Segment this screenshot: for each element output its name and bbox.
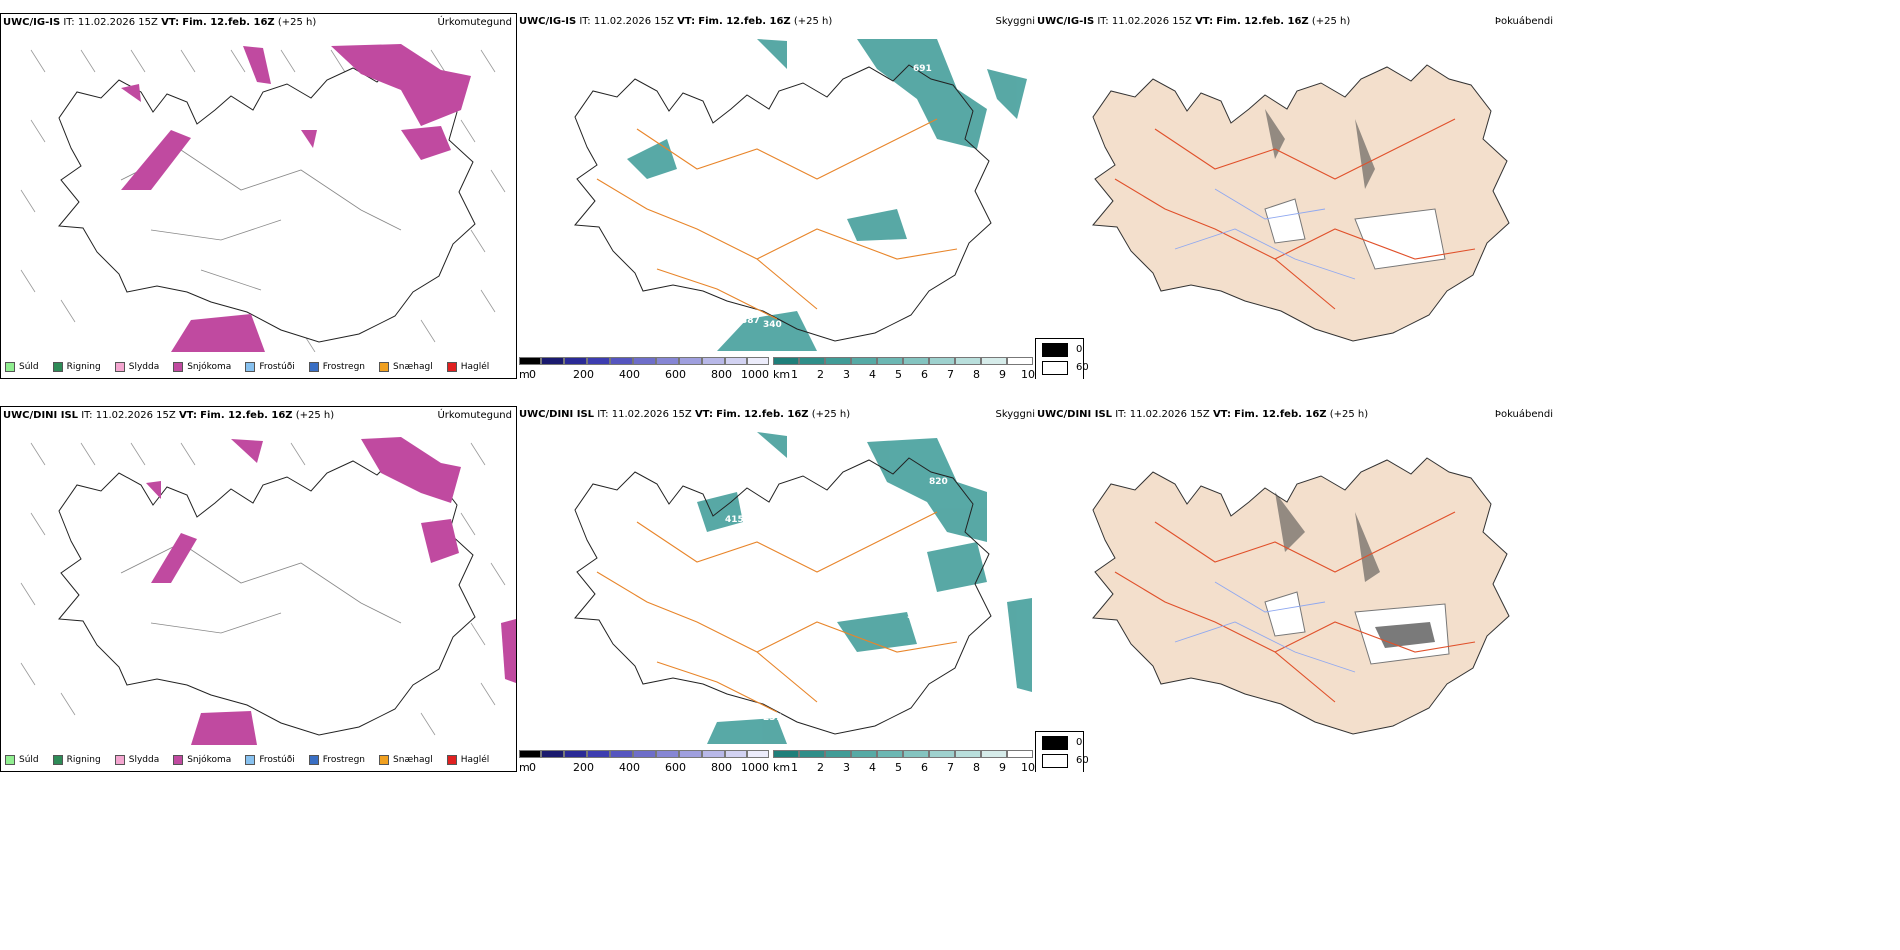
peak-label: 535	[907, 611, 926, 621]
panel-title: Skyggni	[995, 409, 1035, 420]
fog-map	[1092, 64, 1510, 342]
peak-label: 415	[725, 515, 744, 525]
legend-item: Snæhagl	[379, 755, 433, 765]
precip-map	[20, 437, 516, 745]
panel-header: UWC/IG-IS IT: 11.02.2026 15Z VT: Fim. 12…	[1037, 16, 1351, 27]
precip-legend: Súld Rigning Slydda Snjókoma Frostúði Fr…	[5, 362, 489, 372]
legend-item: Haglél	[446, 755, 489, 765]
visibility-map: 387 340 691 332 421	[574, 39, 1027, 351]
legend-item: Frostúði	[245, 755, 295, 765]
fog-map	[1092, 457, 1510, 735]
legend-item: Súld	[5, 362, 39, 372]
legend-item: Snjókoma	[173, 362, 231, 372]
panel-title: Úrkomutegund	[437, 410, 512, 421]
legend-item: Frostregn	[308, 755, 365, 765]
visibility-map: 711 237 820 415 637 535	[574, 432, 1032, 744]
height-colorbar: m 0 200 400 600 800 1000	[519, 750, 769, 772]
legend-item: Snjókoma	[173, 755, 231, 765]
fog-legend: 0 60	[1035, 338, 1089, 379]
panel-header: UWC/DINI ISL IT: 11.02.2026 15Z VT: Fim.…	[519, 409, 851, 420]
legend-item: Rigning	[52, 755, 101, 765]
legend-item: Frostúði	[245, 362, 295, 372]
legend-item: Haglél	[446, 362, 489, 372]
peak-label: 340	[763, 320, 782, 330]
legend-item: Rigning	[52, 362, 101, 372]
precip-map	[20, 44, 506, 352]
legend-item: Slydda	[114, 755, 159, 765]
peak-label: 691	[913, 64, 932, 74]
precip-type-panel-row2: UWC/DINI ISL IT: 11.02.2026 15Z VT: Fim.…	[0, 406, 517, 772]
peak-label: 237	[763, 713, 782, 723]
peak-label: 421	[909, 212, 928, 222]
visibility-panel-row1: UWC/IG-IS IT: 11.02.2026 15Z VT: Fim. 12…	[517, 13, 1035, 379]
visibility-colorbar: km 1 2 3 4 5 6 7 8 9 10	[773, 357, 1035, 379]
panel-header: UWC/IG-IS IT: 11.02.2026 15Z VT: Fim. 12…	[3, 17, 317, 28]
panel-title: Úrkomutegund	[437, 17, 512, 28]
legend-item: Slydda	[114, 362, 159, 372]
peak-label: 637	[779, 591, 798, 601]
panel-header: UWC/DINI ISL IT: 11.02.2026 15Z VT: Fim.…	[1037, 409, 1369, 420]
panel-header: UWC/IG-IS IT: 11.02.2026 15Z VT: Fim. 12…	[519, 16, 833, 27]
peak-label: 711	[741, 711, 760, 721]
panel-title: Skyggni	[995, 16, 1035, 27]
fog-legend: 0 60	[1035, 731, 1089, 772]
panel-header: UWC/DINI ISL IT: 11.02.2026 15Z VT: Fim.…	[3, 410, 335, 421]
peak-label: 820	[929, 477, 948, 487]
peak-label: 332	[889, 108, 908, 118]
peak-label: 387	[741, 316, 760, 326]
height-colorbar: m 0 200 400 600 800 1000	[519, 357, 769, 379]
legend-item: Frostregn	[308, 362, 365, 372]
panel-title: Þokuábendi	[1494, 409, 1553, 420]
fog-panel-row2: UWC/DINI ISL IT: 11.02.2026 15Z VT: Fim.…	[1035, 406, 1555, 772]
precip-type-panel-row1: UWC/IG-IS IT: 11.02.2026 15Z VT: Fim. 12…	[0, 13, 517, 379]
fog-panel-row1: UWC/IG-IS IT: 11.02.2026 15Z VT: Fim. 12…	[1035, 13, 1555, 379]
legend-item: Snæhagl	[379, 362, 433, 372]
visibility-colorbar: km 1 2 3 4 5 6 7 8 9 10	[773, 750, 1035, 772]
precip-legend: Súld Rigning Slydda Snjókoma Frostúði Fr…	[5, 755, 489, 765]
panel-title: Þokuábendi	[1494, 16, 1553, 27]
legend-item: Súld	[5, 755, 39, 765]
visibility-panel-row2: UWC/DINI ISL IT: 11.02.2026 15Z VT: Fim.…	[517, 406, 1035, 772]
